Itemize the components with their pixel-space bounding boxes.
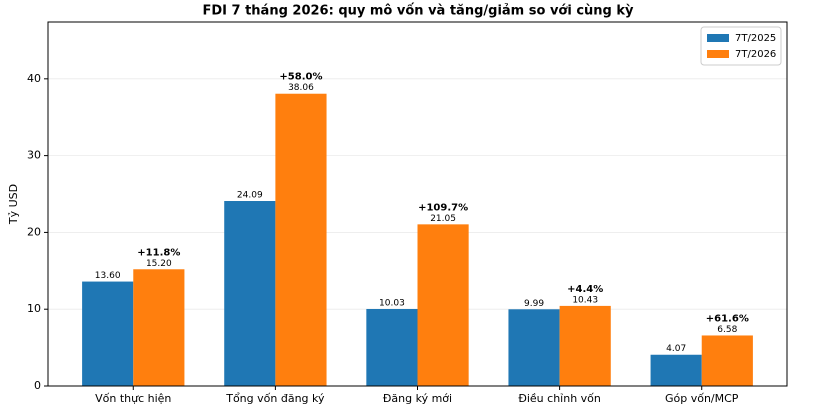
x-tick-label: Vốn thực hiện <box>95 392 171 405</box>
annotation: +58.0% <box>279 72 322 83</box>
legend-swatch <box>707 34 729 42</box>
bar <box>559 305 611 386</box>
chart-title: FDI 7 tháng 2026: quy mô vốn và tăng/giả… <box>202 4 634 19</box>
legend-label: 7T/2026 <box>735 49 776 60</box>
bar <box>650 354 702 386</box>
value-label: 38.06 <box>288 83 314 93</box>
value-label: 21.05 <box>430 214 456 224</box>
annotation: +4.4% <box>567 284 603 295</box>
bar <box>133 269 185 386</box>
bar <box>508 309 560 386</box>
annotation: +109.7% <box>418 202 468 213</box>
x-tick-label: Góp vốn/MCP <box>665 392 739 405</box>
value-label: 10.43 <box>572 295 598 305</box>
value-label: 13.60 <box>95 271 121 281</box>
legend-label: 7T/2025 <box>735 33 776 44</box>
value-label: 4.07 <box>666 344 686 354</box>
y-tick-label: 10 <box>27 302 41 315</box>
bar <box>417 224 469 386</box>
x-tick-label: Điều chỉnh vốn <box>518 392 601 405</box>
y-tick-label: 30 <box>27 149 41 162</box>
bar <box>82 281 134 386</box>
value-label: 15.20 <box>146 259 172 269</box>
bar <box>701 335 753 386</box>
bar <box>275 93 327 387</box>
legend-swatch <box>707 50 729 58</box>
annotation: +11.8% <box>137 247 180 258</box>
y-axis-label: Tỷ USD <box>7 184 20 225</box>
value-label: 9.99 <box>524 299 544 309</box>
bar <box>224 201 276 386</box>
x-tick-label: Đăng ký mới <box>383 392 452 405</box>
annotation: +61.6% <box>706 313 749 324</box>
plot-frame <box>47 21 788 387</box>
y-tick-label: 0 <box>34 379 41 392</box>
value-label: 6.58 <box>717 325 737 335</box>
bar <box>366 308 418 386</box>
value-label: 24.09 <box>237 191 263 201</box>
y-tick-label: 40 <box>27 72 41 85</box>
value-label: 10.03 <box>379 298 405 308</box>
x-tick-label: Tổng vốn đăng ký <box>225 392 325 405</box>
y-tick-label: 20 <box>27 225 41 238</box>
